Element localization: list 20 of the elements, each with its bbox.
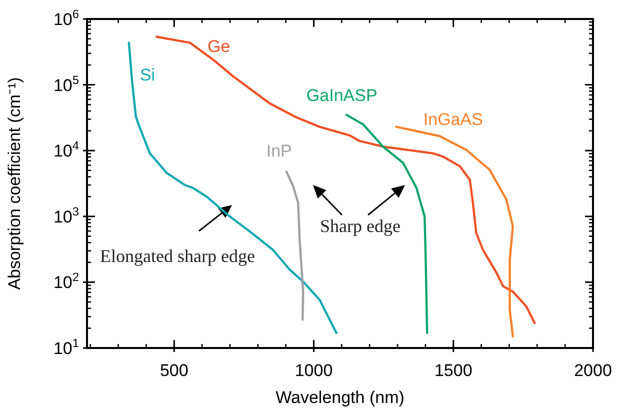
line-series	[285, 170, 304, 321]
annotation: Elongated sharp edge	[100, 246, 255, 266]
y-axis-title: Absorption coefficient (cm⁻¹)	[5, 77, 24, 290]
x-axis-title: Wavelength (nm)	[276, 388, 404, 407]
series-label: InGaAS	[423, 110, 483, 129]
y-tick-label: 10$^{3}$	[53, 204, 80, 226]
y-tick-label: 10$^{6}$	[53, 7, 80, 29]
x-tick-label: 1500	[434, 361, 472, 380]
y-tick-label: 10$^{2}$	[53, 270, 80, 292]
y-tick-label: 10$^{5}$	[53, 72, 80, 95]
x-tick-label: 2000	[574, 361, 612, 380]
series-label: Si	[140, 66, 156, 85]
annotation: Sharp edge	[320, 216, 400, 236]
y-tick-label: 10$^{1}$	[53, 336, 80, 358]
x-tick-label: 500	[160, 361, 188, 380]
series-label: GaInASP	[306, 86, 378, 105]
series-label: InP	[266, 142, 292, 161]
y-tick-label: 10$^{4}$	[53, 138, 80, 161]
series-label: Ge	[208, 36, 230, 56]
x-tick-label: 1000	[294, 361, 333, 380]
